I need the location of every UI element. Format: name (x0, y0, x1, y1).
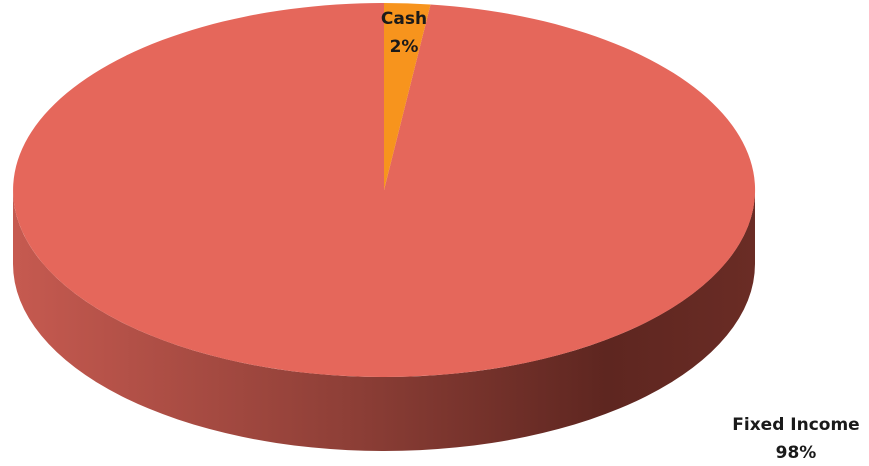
data-label-cash-value: 2% (390, 37, 419, 57)
data-label-cash-name: Cash (381, 9, 427, 29)
pie-slice-fixed-income (13, 3, 756, 377)
data-label-fixed-income-name: Fixed Income (732, 415, 859, 435)
data-label-fixed-income-value: 98% (776, 443, 817, 463)
pie-slice-cash (384, 2, 431, 190)
pie-side-fixed-income (13, 190, 755, 451)
